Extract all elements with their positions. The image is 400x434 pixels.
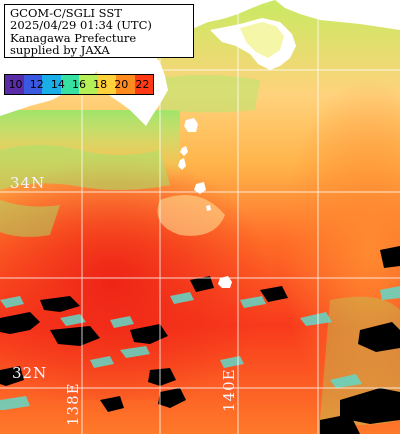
green-bay: [150, 75, 260, 113]
legend-label-18: 18: [93, 78, 108, 91]
green-coast-band: [0, 145, 170, 190]
legend-swatch: [60, 75, 79, 94]
caption-box: GCOM-C/SGLI SST 2025/04/29 01:34 (UTC) K…: [4, 4, 194, 58]
legend-label-12: 12: [29, 78, 44, 91]
legend-label-22: 22: [135, 78, 150, 91]
legend-label-14: 14: [50, 78, 65, 91]
east-orange: [200, 60, 400, 434]
legend-swatch: [42, 75, 61, 94]
legend-label-20: 20: [114, 78, 129, 91]
island-mikura: [206, 205, 211, 211]
island-niijima: [178, 158, 186, 170]
island-miyake: [194, 182, 206, 194]
yellow-plume: [157, 195, 225, 236]
lon-label-140e: 140E: [220, 368, 238, 412]
caption-datetime: 2025/04/29 01:34 (UTC): [10, 18, 152, 33]
lon-label-138e: 138E: [64, 382, 82, 426]
legend-label-10: 10: [8, 78, 23, 91]
caption-title: GCOM-C/SGLI SST: [10, 6, 122, 20]
cloud-edge-group: [0, 286, 400, 410]
island-oshima: [184, 118, 198, 132]
color-legend: 10 12 14 16 18 20 22: [4, 74, 154, 95]
lat-label-32n: 32N: [12, 364, 48, 382]
green-west-band: [0, 200, 60, 237]
cloud-mask-group: [0, 246, 400, 434]
legend-swatch: [5, 75, 24, 94]
legend-label-16: 16: [71, 78, 86, 91]
legend-swatch: [79, 75, 98, 94]
lat-label-34n: 34N: [10, 174, 46, 192]
legend-labels: 10 12 14 16 18 20 22: [5, 75, 153, 94]
legend-swatch: [116, 75, 135, 94]
island-toshima: [180, 146, 188, 156]
legend-swatch: [134, 75, 153, 94]
caption-credit: supplied by JAXA: [10, 43, 110, 58]
caption-region: Kanagawa Prefecture: [10, 30, 137, 45]
legend-swatch: [97, 75, 116, 94]
boso-tint: [240, 22, 284, 58]
island-hachijo: [218, 276, 232, 288]
land-ne: [275, 0, 400, 30]
legend-color-ramp: [5, 75, 153, 94]
legend-swatch: [23, 75, 42, 94]
